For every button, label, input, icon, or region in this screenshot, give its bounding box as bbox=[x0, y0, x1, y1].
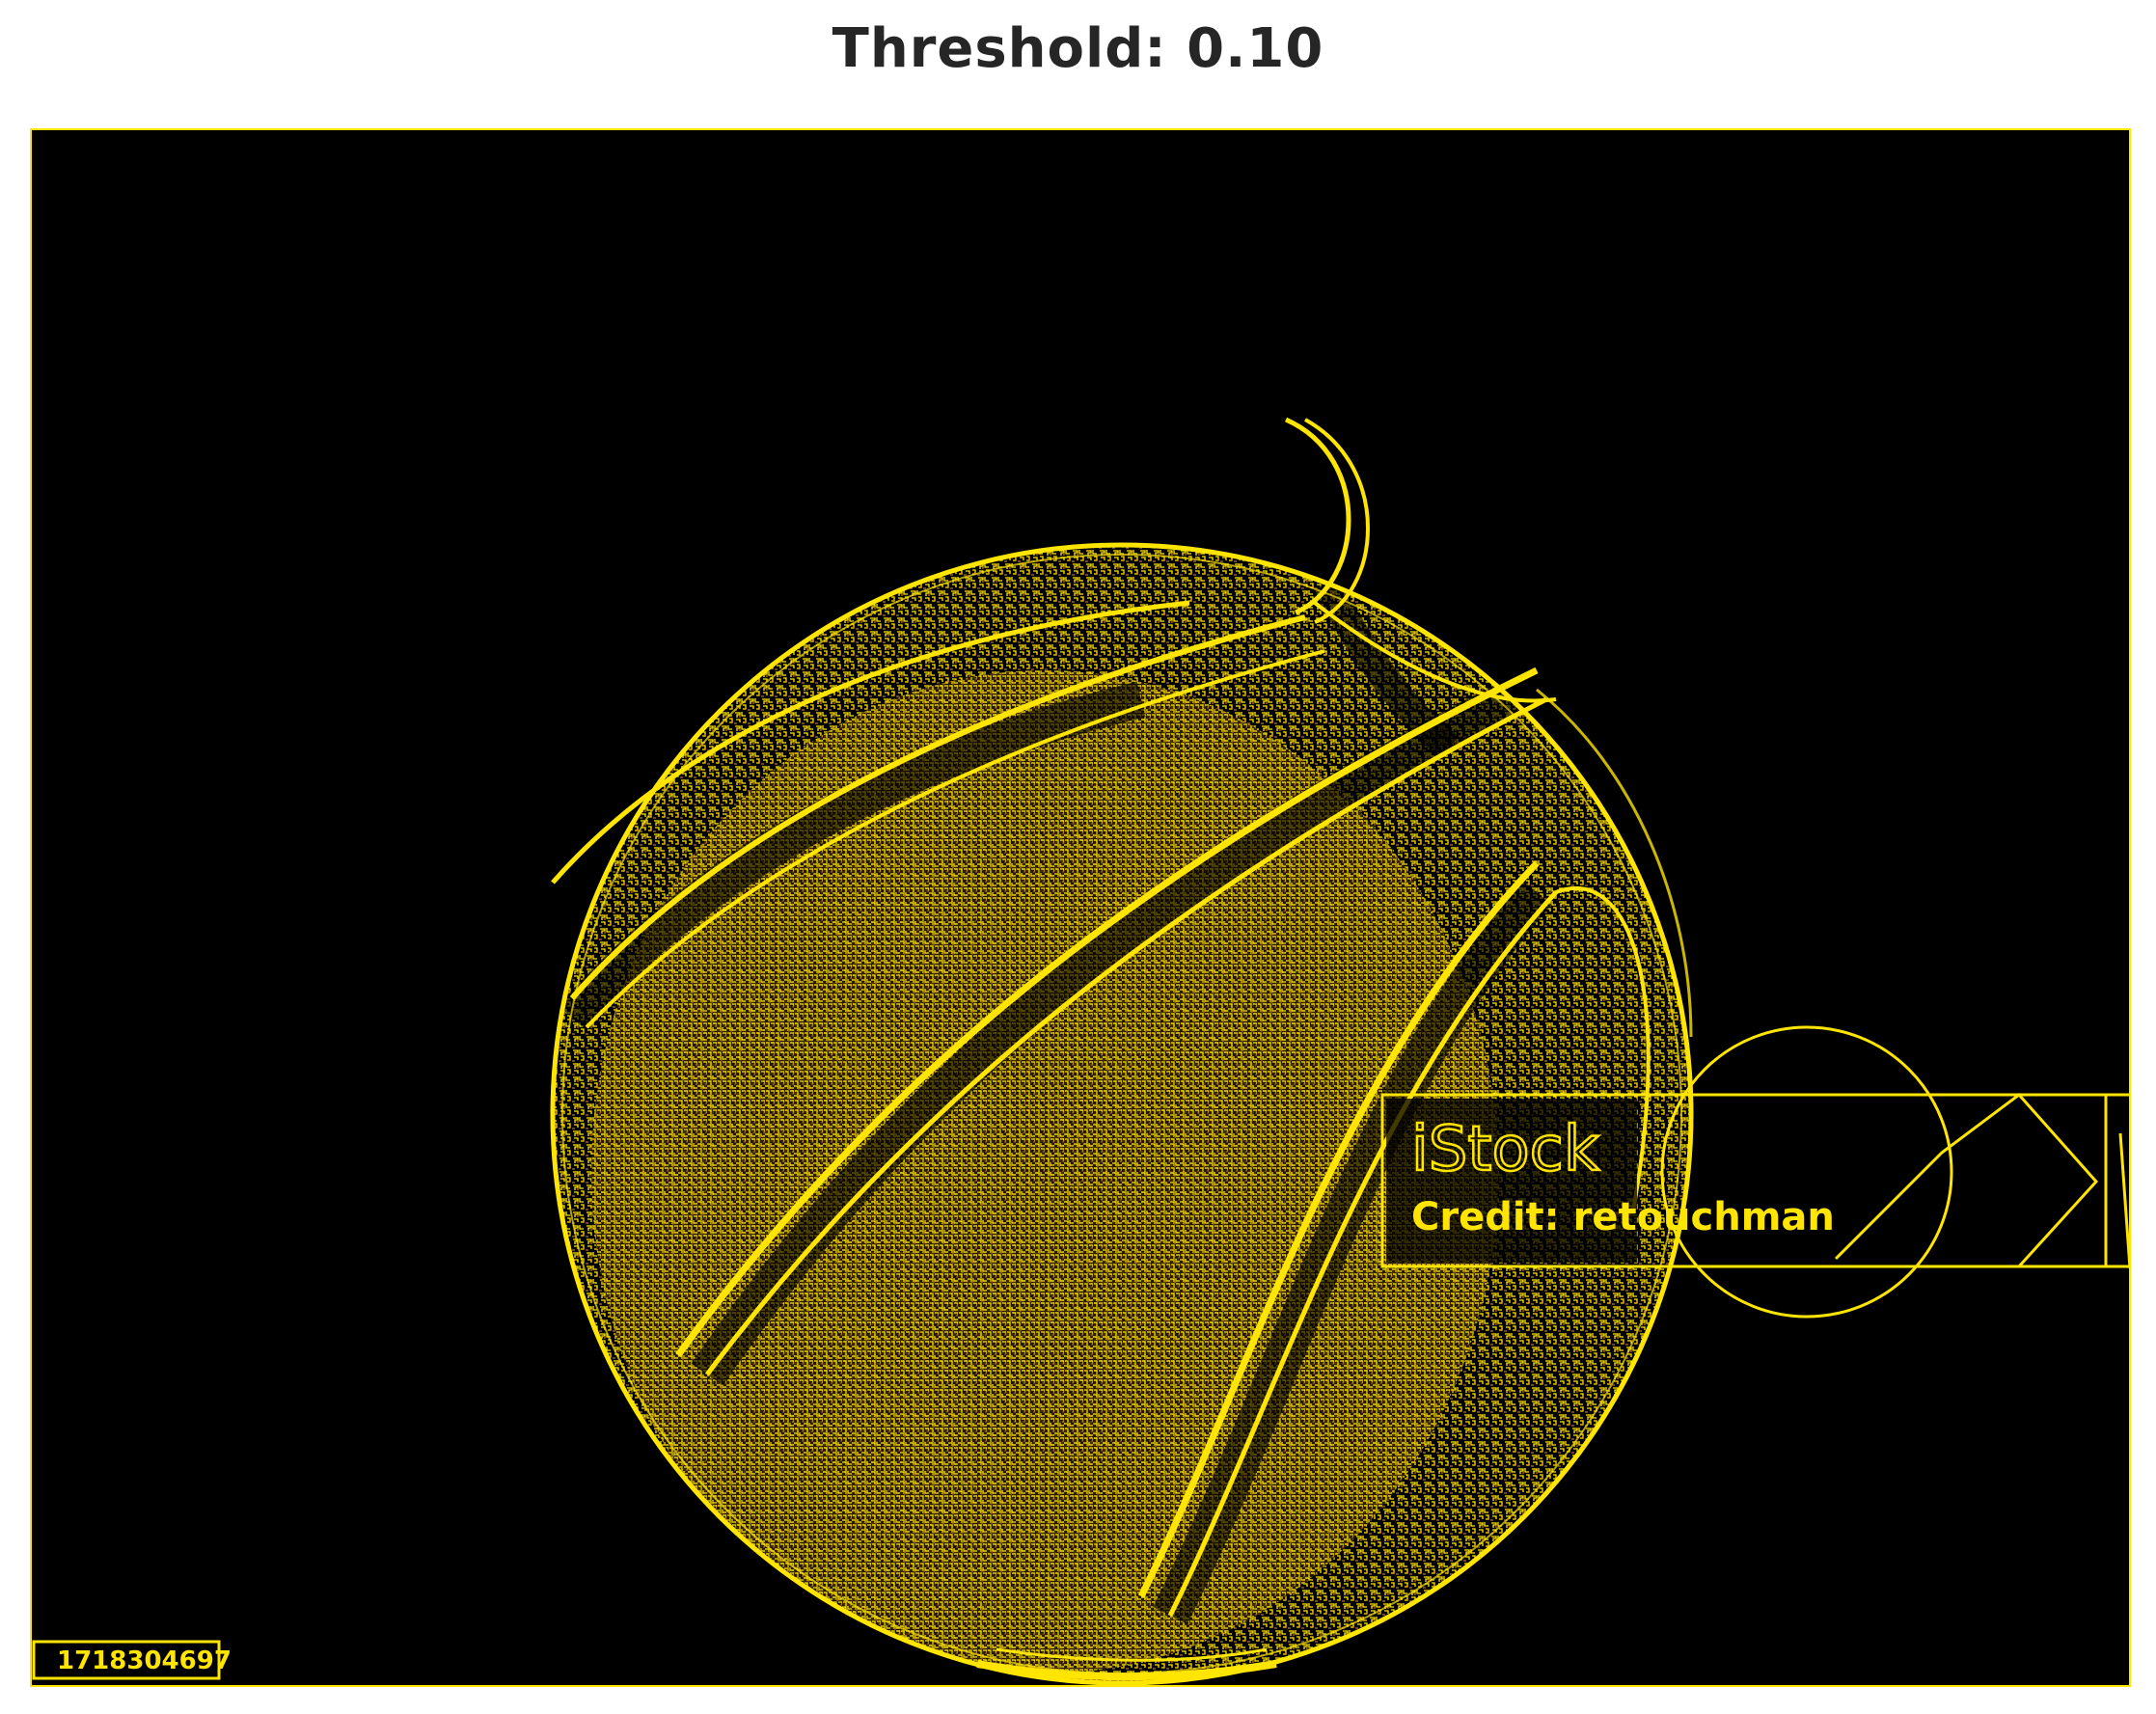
basketball-edges bbox=[550, 417, 1694, 1685]
edge-image: iStock Credit: retouchman 1718304697 bbox=[30, 128, 2131, 1687]
watermark-circle-icon bbox=[1660, 1025, 1953, 1319]
basketball-texture bbox=[553, 545, 1691, 1683]
edge-map-canvas: iStock Credit: retouchman 1718304697 bbox=[32, 417, 2129, 1685]
istock-watermark: iStock Credit: retouchman bbox=[1380, 1025, 2129, 1319]
watermark-diamond-icon bbox=[1834, 1092, 2099, 1268]
watermark-credit: Credit: retouchman bbox=[1411, 1195, 1835, 1239]
image-id-label: 1718304697 bbox=[32, 1640, 232, 1680]
image-id-text: 1718304697 bbox=[57, 1646, 232, 1675]
figure-title: Threshold: 0.10 bbox=[832, 17, 1324, 80]
watermark-brand: iStock bbox=[1411, 1114, 1599, 1185]
